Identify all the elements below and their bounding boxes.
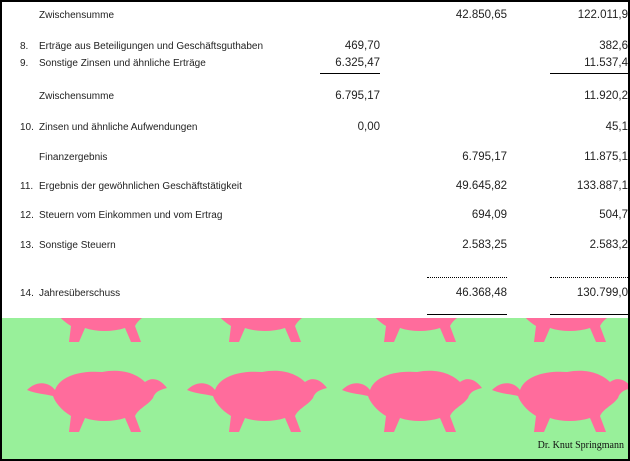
dotted-line [550, 277, 628, 278]
row-number: 12. [20, 210, 34, 221]
amount: 133.887,1 [576, 180, 628, 192]
amount: 42.850,65 [455, 9, 507, 21]
row-number: 8. [20, 41, 29, 52]
amount: 6.325,47 [335, 57, 380, 69]
author: Dr. Knut Springmann [537, 440, 624, 451]
row-number: 10. [20, 122, 34, 133]
underline [550, 73, 628, 74]
row-label: Steuern vom Einkommen und vom Ertrag [39, 210, 223, 221]
amount: 694,09 [471, 209, 507, 221]
amount: 122.011,9 [577, 9, 628, 21]
underline [320, 73, 380, 74]
row-label: Sonstige Steuern [39, 240, 116, 251]
dotted-line [427, 277, 507, 278]
amount: 2.583,2 [589, 239, 628, 251]
row-label: Finanzergebnis [39, 152, 108, 163]
amount: 0,00 [357, 121, 380, 133]
bull-background [2, 318, 628, 459]
amount: 504,7 [599, 209, 628, 221]
amount: 46.368,48 [455, 287, 507, 299]
row-label: Sonstige Zinsen und ähnliche Erträge [39, 58, 206, 69]
row-label: Jahresüberschuss [39, 288, 121, 299]
row-label: Zinsen und ähnliche Aufwendungen [39, 122, 198, 133]
amount: 2.583,25 [462, 239, 507, 251]
amount: 130.799,0 [576, 287, 628, 299]
row-label: Zwischensumme [39, 91, 115, 102]
row-number: 13. [20, 240, 34, 251]
amount: 11.537,4 [584, 57, 628, 69]
row-label: Erträge aus Beteiligungen und Geschäftsg… [39, 41, 264, 52]
row-number: 11. [20, 181, 34, 192]
amount: 382,6 [599, 40, 628, 52]
underline [427, 314, 507, 315]
amount: 6.795,17 [335, 90, 380, 102]
row-number: 9. [20, 58, 29, 69]
amount: 11.875,1 [584, 151, 628, 163]
row-number: 14. [20, 288, 34, 299]
amount: 49.645,82 [455, 180, 507, 192]
underline [550, 314, 628, 315]
row-label: Ergebnis der gewöhnlichen Geschäftstätig… [39, 181, 242, 192]
amount: 6.795,17 [462, 151, 507, 163]
statement: Zwischensumme 42.850,65 122.011,9 8. Erträge… [2, 2, 628, 318]
amount: 45,1 [605, 121, 628, 133]
row-label: Zwischensumme [39, 10, 115, 21]
amount: 11.920,2 [584, 90, 628, 102]
amount: 469,70 [344, 40, 380, 52]
